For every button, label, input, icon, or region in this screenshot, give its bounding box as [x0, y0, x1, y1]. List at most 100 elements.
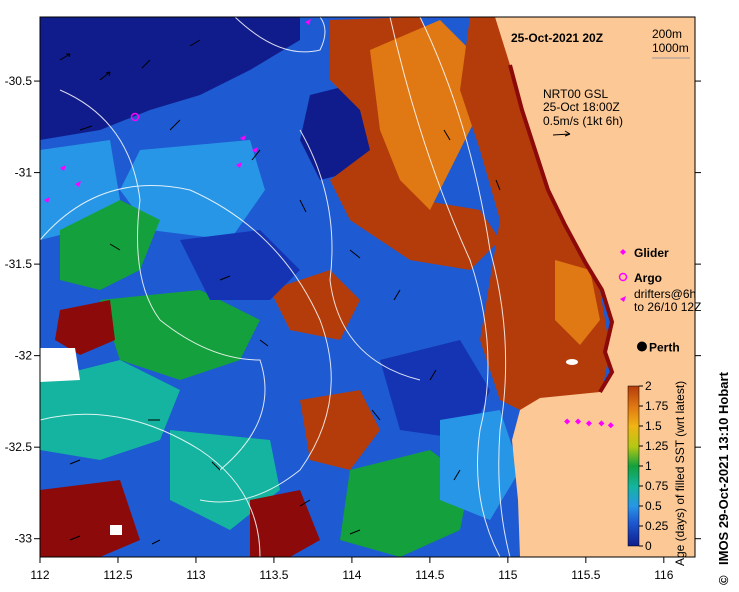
x-tick-label: 114.5: [415, 568, 444, 582]
plot-frame: [39, 16, 696, 558]
current-arrow: [151, 539, 161, 545]
patch-rust-center: [270, 270, 360, 340]
y-tick-label: -33: [15, 532, 33, 546]
current-arrow: [109, 243, 121, 251]
contour-legend-1000m: 1000m: [652, 41, 689, 55]
patch-dark-blue-south: [380, 340, 490, 440]
colorbar-tick-label: 2: [645, 379, 652, 393]
glider-marker: [598, 420, 605, 427]
colorbar-tick-label: 0.25: [645, 519, 669, 533]
land-australia: [495, 17, 695, 557]
x-axis: 112 112.5 113 113.5 114 114.5 115 115.5 116: [30, 557, 674, 582]
current-arrow: [251, 149, 261, 161]
colorbar-tick-label: 0.5: [645, 499, 662, 513]
glider-legend-icon: [620, 249, 626, 255]
drifter-marker: [240, 135, 246, 141]
patch-dark-red-sw: [40, 480, 140, 557]
drifter-marker: [75, 181, 81, 187]
colorbar: 2 1.75 1.5 1.25 1 0.75 0.5 0.25 0 Age (days) of …: [627, 379, 687, 566]
credit-text: IMOS 29-Oct-2021 13:10 Hobart: [716, 371, 731, 565]
patch-dark-blue-sw: [180, 230, 300, 300]
patch-green-south: [340, 450, 470, 557]
contour-west-c: [40, 413, 261, 557]
glider-marker: [575, 418, 582, 425]
contour-200m: [419, 17, 511, 557]
current-arrow: [59, 53, 71, 61]
x-tick-label: 112: [30, 568, 49, 582]
colorbar-tick-label: 1.5: [645, 419, 662, 433]
colorbar-tick-label: 1.25: [645, 439, 669, 453]
patch-green-center: [100, 290, 260, 380]
patch-deep-blue-north: [40, 17, 300, 140]
patch-rust-north-center: [330, 17, 500, 270]
current-vectors: [59, 39, 501, 545]
current-arrow: [219, 275, 231, 281]
scale-arrow-icon: [552, 130, 571, 137]
current-arrow: [69, 535, 81, 541]
y-axis: -30.5 -31 -31.5 -32 -32.5 -33: [5, 74, 701, 546]
patch-green-west: [60, 200, 160, 290]
glider-marker: [585, 420, 592, 427]
colorbar-tick-label: 0: [645, 539, 652, 553]
drifter-marker: [305, 19, 311, 25]
current-arrow: [79, 125, 93, 131]
x-tick-label: 112.5: [103, 568, 132, 582]
perth-label: Perth: [649, 340, 680, 354]
contour-legend-200m: 200m: [652, 27, 682, 41]
glider-legend-label: Glider: [634, 246, 669, 260]
current-arrow: [169, 119, 181, 131]
bathymetry-contours: [40, 17, 511, 557]
colorbar-ramp: [627, 385, 640, 547]
current-arrow: [443, 129, 451, 141]
rottnest-island: [566, 359, 578, 365]
x-tick-label: 113: [186, 568, 205, 582]
coastline: [508, 64, 615, 394]
drifter-legend-icon: [620, 296, 626, 302]
map-plot-area: [40, 17, 695, 557]
y-tick-label: -32: [15, 349, 33, 363]
colorbar-label: Age (days) of filled SST (wrt latest): [673, 381, 687, 566]
map-date-title: 25-Oct-2021 20Z: [511, 31, 603, 45]
patch-light-blue-west: [120, 140, 265, 240]
drifter-legend-label-1: drifters@6h: [634, 287, 696, 301]
x-tick-label: 115.5: [571, 568, 600, 582]
drifter-marker: [44, 197, 50, 203]
drifter-marker: [60, 165, 66, 171]
y-tick-label: -32.5: [5, 440, 33, 454]
current-arrow: [349, 249, 361, 259]
y-tick-label: -31.5: [5, 257, 33, 271]
current-arrow: [299, 199, 307, 213]
drifter-marker: [252, 147, 258, 153]
colorbar-tick-label: 1: [645, 459, 652, 473]
current-arrow: [99, 71, 111, 81]
missing-data-area: [40, 348, 80, 382]
x-tick-label: 116: [654, 568, 673, 582]
colorbar-tick-label: 1.75: [645, 399, 669, 413]
drifter-marker: [236, 162, 242, 168]
x-tick-label: 114: [342, 568, 361, 582]
current-arrow: [429, 369, 437, 381]
glider-marker: [607, 422, 614, 429]
drifter-tracks: [44, 19, 311, 203]
current-arrow: [69, 459, 81, 465]
current-arrow: [189, 39, 201, 47]
y-tick-label: -30.5: [5, 74, 33, 88]
current-arrow: [453, 469, 461, 481]
patch-orange-coastal: [555, 260, 600, 345]
current-info-source: NRT00 GSL: [543, 87, 608, 101]
current-arrow: [371, 409, 381, 421]
current-arrow: [211, 461, 221, 471]
argo-legend-icon: [618, 272, 628, 282]
current-arrow: [259, 339, 269, 347]
sst-age-patches: [40, 17, 610, 557]
current-arrow: [141, 59, 151, 69]
glider-track: [564, 418, 614, 429]
y-tick-label: -31: [15, 166, 33, 180]
patch-rust-south: [300, 390, 380, 470]
colorbar-ticks: 2 1.75 1.5 1.25 1 0.75 0.5 0.25 0: [639, 379, 669, 553]
patch-dark-red-south: [250, 490, 320, 557]
colorbar-tick-label: 0.75: [645, 479, 669, 493]
x-tick-label: 113.5: [259, 568, 288, 582]
current-arrow: [299, 499, 311, 507]
